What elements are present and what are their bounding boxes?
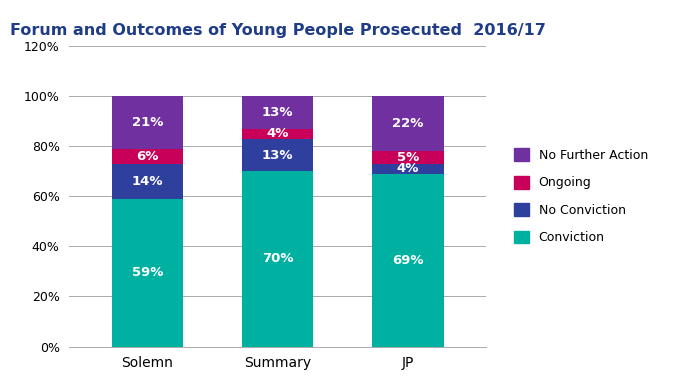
Text: 14%: 14% — [132, 175, 163, 188]
Bar — [242, 139, 314, 171]
Bar — [372, 96, 443, 151]
Bar — [242, 96, 314, 129]
Legend: No Further Action, Ongoing, No Conviction, Conviction: No Further Action, Ongoing, No Convictio… — [509, 144, 653, 249]
Bar — [112, 164, 183, 199]
Bar — [112, 96, 183, 149]
Text: 6%: 6% — [136, 150, 159, 163]
Text: 22%: 22% — [392, 117, 423, 130]
Text: 59%: 59% — [132, 266, 163, 279]
Text: 21%: 21% — [132, 116, 163, 129]
Bar — [242, 171, 314, 346]
Text: 13%: 13% — [262, 149, 294, 162]
Text: 70%: 70% — [262, 253, 294, 265]
Bar — [372, 174, 443, 346]
Text: 5%: 5% — [396, 151, 419, 164]
Bar — [112, 199, 183, 346]
Text: 4%: 4% — [396, 162, 419, 175]
Text: 4%: 4% — [266, 127, 289, 140]
Bar — [372, 151, 443, 164]
Bar — [372, 164, 443, 174]
Title: Forum and Outcomes of Young People Prosecuted  2016/17: Forum and Outcomes of Young People Prose… — [10, 23, 545, 38]
Text: 13%: 13% — [262, 106, 294, 119]
Bar — [242, 129, 314, 139]
Bar — [112, 149, 183, 164]
Text: 69%: 69% — [392, 254, 423, 267]
